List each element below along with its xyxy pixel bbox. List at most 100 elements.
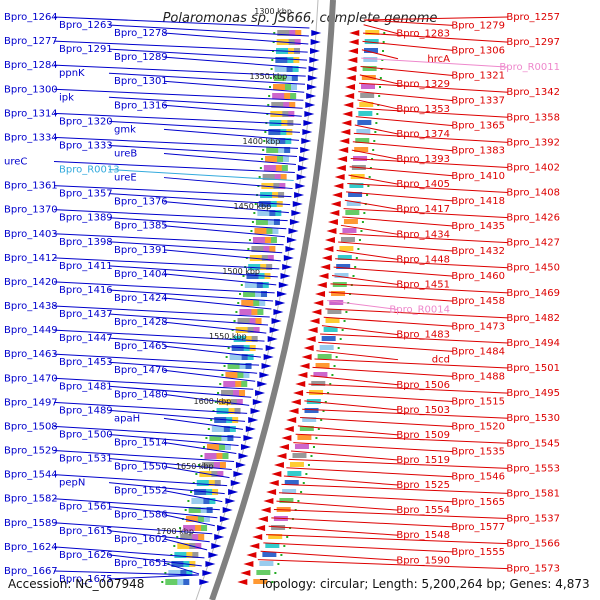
gene-label-left[interactable]: Bpro_1586 (114, 510, 168, 521)
gene-label-left[interactable]: Bpro_1278 (114, 28, 168, 39)
gene-label-right[interactable]: Bpro_1566 (506, 539, 560, 550)
gene-label-right[interactable]: Bpro_1358 (506, 112, 560, 123)
gene-label-right[interactable]: Bpro_1427 (506, 238, 560, 249)
gene-label-right[interactable]: Bpro_1545 (506, 438, 560, 449)
gene-label-right[interactable]: Bpro_1450 (506, 263, 560, 274)
gene-label-right[interactable]: Bpro_1530 (506, 413, 560, 424)
gene-label-left[interactable]: Bpro_1428 (114, 317, 168, 328)
gene-label-right[interactable]: Bpro_1408 (506, 188, 560, 199)
gene-label-left[interactable]: Bpro_1416 (59, 285, 113, 296)
gene-label-left[interactable]: Bpro_1424 (114, 293, 168, 304)
gene-label-left[interactable]: Bpro_1404 (114, 269, 168, 280)
gene-label-right[interactable]: Bpro_1337 (451, 96, 505, 107)
gene-label-right[interactable]: Bpro_1546 (451, 472, 505, 483)
gene-label-right[interactable]: Bpro_1435 (451, 221, 505, 232)
gene-label-right[interactable]: Bpro_1515 (451, 396, 505, 407)
gene-label-left[interactable]: Bpro_1376 (114, 197, 168, 208)
gene-label-right[interactable]: Bpro_1577 (451, 522, 505, 533)
gene-label-left[interactable]: Bpro_1264 (4, 12, 58, 23)
gene-label-right[interactable]: Bpro_1432 (451, 246, 505, 257)
gene-label-left[interactable]: Bpro_1438 (4, 301, 58, 312)
gene-label-left[interactable]: Bpro_1544 (4, 470, 58, 481)
gene-label-right[interactable]: Bpro_1590 (396, 555, 450, 566)
gene-label-left[interactable]: Bpro_1497 (4, 397, 58, 408)
gene-label-right[interactable]: Bpro_R0011 (499, 62, 560, 73)
gene-label-left[interactable]: ureC (4, 157, 27, 168)
gene-label-right[interactable]: Bpro_1283 (396, 29, 450, 40)
gene-label-left[interactable]: Bpro_1514 (114, 437, 168, 448)
gene-label-left[interactable]: Bpro_1389 (59, 213, 113, 224)
gene-label-left[interactable]: Bpro_1316 (114, 100, 168, 111)
gene-label-right[interactable]: Bpro_1503 (396, 405, 450, 416)
gene-label-right[interactable]: Bpro_1482 (506, 313, 560, 324)
gene-label-right[interactable]: Bpro_1555 (451, 547, 505, 558)
gene-label-right[interactable]: Bpro_1329 (396, 79, 450, 90)
gene-label-left[interactable]: Bpro_1552 (114, 486, 168, 497)
gene-label-left[interactable]: Bpro_1411 (59, 261, 113, 272)
gene-label-right[interactable]: Bpro_1458 (451, 296, 505, 307)
gene-label-right[interactable]: Bpro_1553 (506, 463, 560, 474)
gene-label-left[interactable]: Bpro_1361 (4, 181, 58, 192)
gene-label-left[interactable]: ureB (114, 148, 137, 159)
gene-label-left[interactable]: Bpro_1615 (59, 526, 113, 537)
gene-label-left[interactable]: Bpro_1284 (4, 60, 58, 71)
gene-label-right[interactable]: Bpro_1434 (396, 229, 450, 240)
gene-label-left[interactable]: Bpro_R0013 (59, 165, 120, 176)
gene-label-left[interactable]: Bpro_1489 (59, 405, 113, 416)
gene-label-left[interactable]: Bpro_1289 (114, 52, 168, 63)
gene-label-right[interactable]: Bpro_1257 (506, 12, 560, 23)
gene-label-left[interactable]: Bpro_1500 (59, 429, 113, 440)
gene-label-left[interactable]: Bpro_1508 (4, 421, 58, 432)
gene-label-left[interactable]: Bpro_1465 (114, 341, 168, 352)
gene-label-left[interactable]: Bpro_1291 (59, 44, 113, 55)
gene-label-right[interactable]: Bpro_1473 (451, 321, 505, 332)
gene-label-left[interactable]: Bpro_1277 (4, 36, 58, 47)
gene-label-right[interactable]: Bpro_1426 (506, 213, 560, 224)
gene-label-left[interactable]: Bpro_1481 (59, 381, 113, 392)
gene-label-left[interactable]: Bpro_1334 (4, 132, 58, 143)
gene-label-right[interactable]: Bpro_1410 (451, 171, 505, 182)
gene-label-right[interactable]: Bpro_1279 (451, 20, 505, 31)
gene-label-left[interactable]: Bpro_1449 (4, 325, 58, 336)
gene-label-right[interactable]: Bpro_1418 (451, 196, 505, 207)
gene-label-left[interactable]: Bpro_1385 (114, 221, 168, 232)
gene-label-right[interactable]: Bpro_1484 (451, 346, 505, 357)
gene-label-right[interactable]: Bpro_1402 (506, 162, 560, 173)
gene-label-left[interactable]: ppnK (59, 68, 85, 79)
gene-label-left[interactable]: Bpro_1667 (4, 566, 58, 577)
gene-label-left[interactable]: Bpro_1301 (114, 76, 168, 87)
gene-label-right[interactable]: hrcA (427, 54, 450, 65)
gene-label-left[interactable]: Bpro_1412 (4, 253, 58, 264)
gene-label-left[interactable]: Bpro_1437 (59, 309, 113, 320)
gene-label-left[interactable]: Bpro_1589 (4, 518, 58, 529)
gene-label-left[interactable]: Bpro_1476 (114, 365, 168, 376)
gene-label-right[interactable]: Bpro_1417 (396, 204, 450, 215)
gene-label-right[interactable]: Bpro_1460 (451, 271, 505, 282)
gene-label-right[interactable]: Bpro_1506 (396, 380, 450, 391)
gene-label-right[interactable]: Bpro_1525 (396, 480, 450, 491)
gene-label-right[interactable]: Bpro_1353 (396, 104, 450, 115)
gene-label-right[interactable]: Bpro_1469 (506, 288, 560, 299)
gene-label-left[interactable]: Bpro_1463 (4, 349, 58, 360)
gene-label-right[interactable]: Bpro_1565 (451, 497, 505, 508)
gene-label-right[interactable]: Bpro_R0014 (389, 305, 450, 316)
gene-label-right[interactable]: Bpro_1342 (506, 87, 560, 98)
gene-label-right[interactable]: Bpro_1306 (451, 45, 505, 56)
gene-label-left[interactable]: Bpro_1398 (59, 237, 113, 248)
gene-label-right[interactable]: Bpro_1573 (506, 564, 560, 575)
gene-label-right[interactable]: Bpro_1393 (396, 154, 450, 165)
gene-label-left[interactable]: Bpro_1529 (4, 446, 58, 457)
gene-label-left[interactable]: Bpro_1320 (59, 116, 113, 127)
gene-label-left[interactable]: Bpro_1420 (4, 277, 58, 288)
gene-label-left[interactable]: Bpro_1550 (114, 462, 168, 473)
gene-label-right[interactable]: Bpro_1297 (506, 37, 560, 48)
gene-label-right[interactable]: Bpro_1554 (396, 505, 450, 516)
gene-label-left[interactable]: Bpro_1333 (59, 140, 113, 151)
gene-label-right[interactable]: Bpro_1501 (506, 363, 560, 374)
gene-label-left[interactable]: Bpro_1263 (59, 20, 113, 31)
gene-label-left[interactable]: Bpro_1391 (114, 245, 168, 256)
gene-label-left[interactable]: Bpro_1602 (114, 534, 168, 545)
gene-label-left[interactable]: apaH (114, 413, 140, 424)
gene-label-right[interactable]: Bpro_1495 (506, 388, 560, 399)
gene-label-right[interactable]: Bpro_1509 (396, 430, 450, 441)
